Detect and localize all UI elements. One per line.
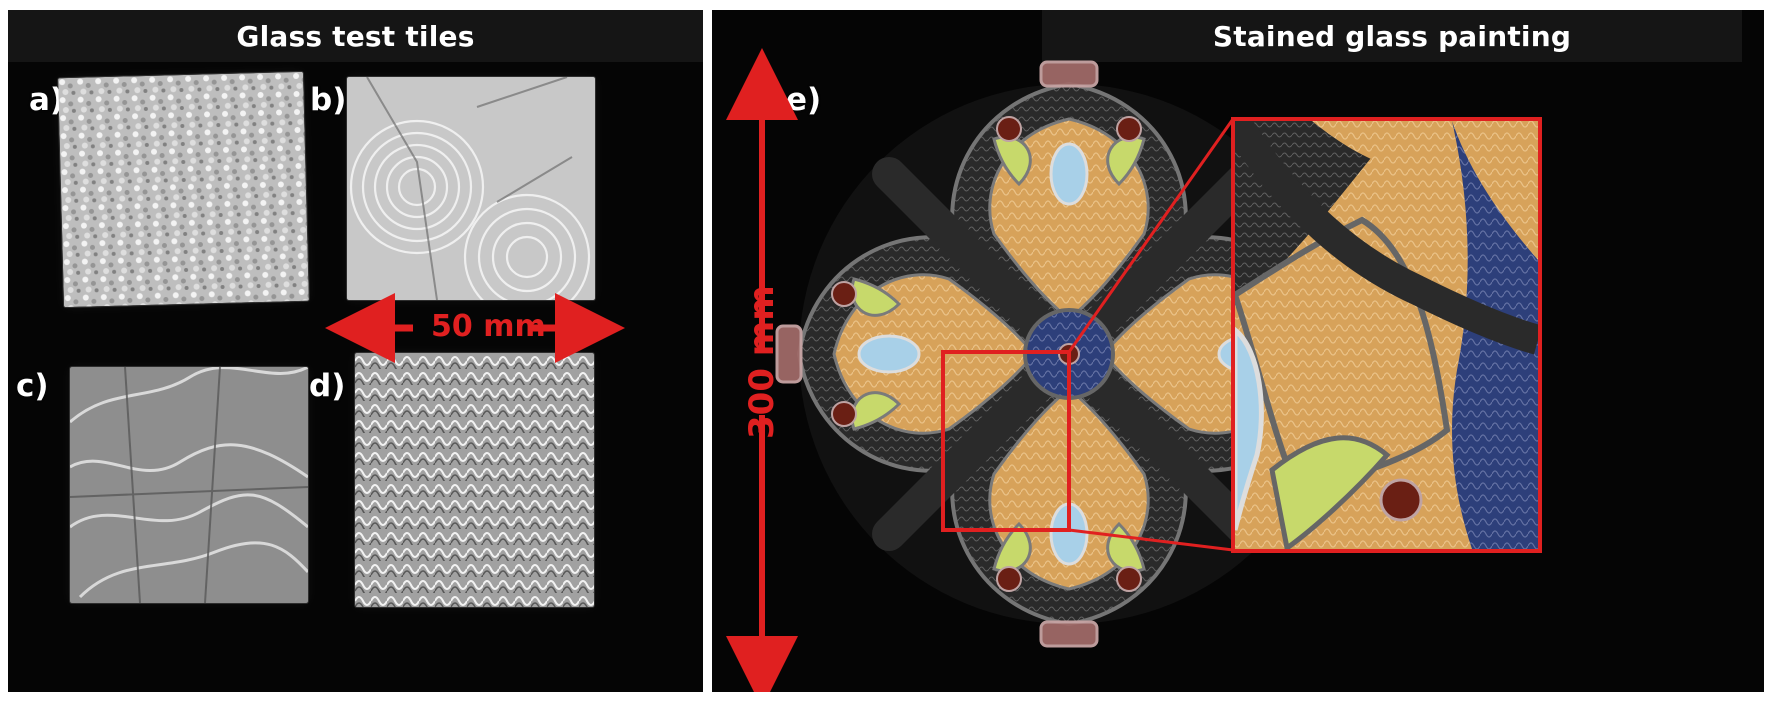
label-b: b) <box>310 82 347 118</box>
stained-glass-artwork <box>726 48 1542 692</box>
zoom-inset <box>1231 117 1542 553</box>
glass-tile-a <box>58 71 309 308</box>
zoom-line-top <box>1067 118 1235 353</box>
stained-glass-painting-panel: Stained glass painting e) <box>712 10 1764 692</box>
glass-tile-b <box>347 77 595 300</box>
glass-tile-d <box>355 353 594 607</box>
tile-scale-label: 50 mm <box>431 309 546 344</box>
left-panel-annotations <box>325 293 625 363</box>
glass-test-tiles-panel: Glass test tiles a) b) c) d) <box>8 10 703 692</box>
zoom-line-bottom <box>1068 528 1234 552</box>
glass-tile-a-texture <box>58 71 309 308</box>
glass-tile-d-texture <box>355 353 594 607</box>
painting-scale-label: 300 mm <box>742 285 782 439</box>
label-d: d) <box>309 368 346 404</box>
label-c: c) <box>16 368 49 404</box>
label-a: a) <box>29 82 65 118</box>
glass-test-tiles-title: Glass test tiles <box>8 10 703 62</box>
stained-glass-title: Stained glass painting <box>1042 10 1742 62</box>
glass-tile-c-texture <box>70 367 308 603</box>
glass-tile-c <box>70 367 308 603</box>
glass-tile-b-texture <box>347 77 595 300</box>
highlight-box <box>941 350 1071 532</box>
stained-glass-medallion <box>775 60 1363 648</box>
